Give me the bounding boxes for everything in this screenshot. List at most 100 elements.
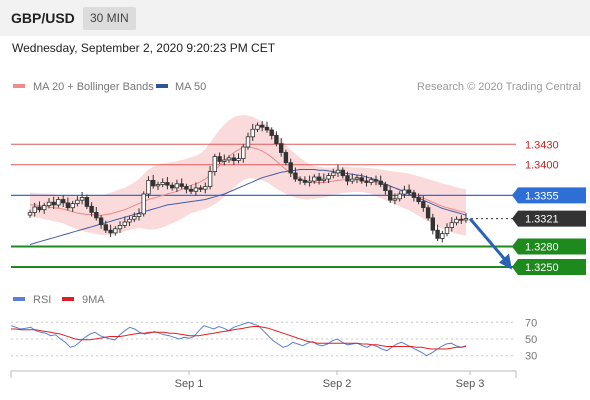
candle (459, 215, 464, 224)
level-tag-1.3321 (512, 210, 586, 227)
candle (444, 223, 450, 237)
candle-body (193, 187, 199, 192)
candle-body (184, 186, 189, 190)
candle-body (136, 213, 142, 217)
candle (354, 175, 360, 184)
candle (51, 196, 56, 209)
rsi-legend-swatch (13, 297, 25, 301)
candle-body (165, 182, 170, 186)
candle-body (255, 124, 260, 130)
rsi-tick-50: 50 (525, 334, 537, 346)
candle-body (132, 216, 137, 220)
candle (316, 172, 322, 185)
x-tick-label: Sep 2 (323, 378, 352, 390)
rsi-tick-30: 30 (525, 351, 537, 363)
candle (430, 213, 435, 235)
candle-body (373, 179, 379, 182)
candle-body (65, 202, 71, 209)
level-label-1.3400: 1.3400 (525, 160, 559, 172)
candle-body (387, 190, 393, 201)
level-label-1.3355: 1.3355 (525, 190, 559, 202)
candle-body (316, 176, 322, 181)
ma50-legend-swatch (156, 84, 168, 88)
candle-body (345, 175, 350, 182)
level-label-1.3280: 1.3280 (525, 242, 559, 254)
candle (331, 168, 336, 179)
candle (307, 175, 312, 187)
forecast-arrow-shaft (468, 217, 507, 261)
candle (435, 224, 440, 242)
ma50-legend-label: MA 50 (175, 81, 206, 93)
candle (70, 200, 75, 212)
candle (368, 177, 374, 186)
candle-body (207, 171, 213, 188)
chart-header: GBP/USD 30 MIN (0, 0, 590, 36)
candle-body (383, 184, 388, 191)
forecast-arrow-head (499, 253, 512, 270)
candle-body (84, 197, 90, 207)
candle-body (463, 218, 469, 221)
candle (250, 123, 255, 141)
candle (463, 213, 469, 223)
candle-body (169, 184, 175, 189)
rsi-tick-70: 70 (525, 317, 537, 329)
candle-body (378, 180, 383, 185)
candle-body (37, 206, 42, 211)
candle (373, 175, 379, 186)
candle (278, 138, 284, 157)
candle-body (430, 217, 435, 231)
candle (236, 153, 241, 164)
candle-body (326, 175, 331, 180)
candle-body (56, 199, 61, 206)
candle (203, 182, 208, 194)
candle (108, 224, 113, 237)
candle-body (127, 218, 132, 223)
ma20-legend-swatch (13, 84, 25, 88)
candle (217, 152, 222, 165)
candle (127, 216, 132, 227)
candle-body (61, 199, 66, 204)
candle-body (198, 187, 203, 190)
candle-body (217, 156, 222, 162)
copyright-text: Research © 2020 Trading Central (417, 81, 581, 93)
candle-body (108, 229, 113, 234)
candle-body (150, 179, 156, 187)
rsi-layer: 70 50 30 (10, 317, 537, 363)
candle-body (117, 224, 123, 230)
level-tag-1.3250 (512, 259, 586, 275)
candle (397, 191, 402, 202)
level-tag-1.3280 (512, 238, 586, 255)
candle (340, 167, 345, 179)
candle (383, 181, 388, 195)
candle-body (259, 124, 265, 128)
level-label-1.3430: 1.3430 (525, 139, 559, 151)
level-tag-1.3355 (512, 187, 586, 204)
candle-body (103, 224, 108, 231)
candle (425, 204, 431, 221)
candle (364, 175, 369, 187)
candle-body (98, 217, 104, 226)
candle (27, 209, 33, 218)
candle-body (174, 183, 180, 189)
candle-body (27, 211, 33, 216)
candle-body (203, 186, 208, 190)
candle-body (359, 177, 364, 182)
timeframe-button[interactable]: 30 MIN (83, 7, 136, 30)
candle-body (421, 201, 426, 208)
candle-body (283, 152, 289, 164)
candle-body (454, 218, 459, 224)
candle-body (241, 146, 246, 160)
candle (345, 171, 350, 186)
candle (359, 173, 364, 184)
candle-body (94, 211, 99, 219)
candle (193, 182, 199, 196)
candle (56, 196, 61, 208)
candle-body (188, 188, 194, 192)
x-axis-ticks: Sep 1 Sep 2 Sep 3 (175, 371, 484, 390)
candle (75, 196, 80, 207)
candle (226, 155, 232, 163)
candle (141, 191, 146, 217)
rsi-line (10, 321, 467, 357)
candle (103, 220, 108, 233)
